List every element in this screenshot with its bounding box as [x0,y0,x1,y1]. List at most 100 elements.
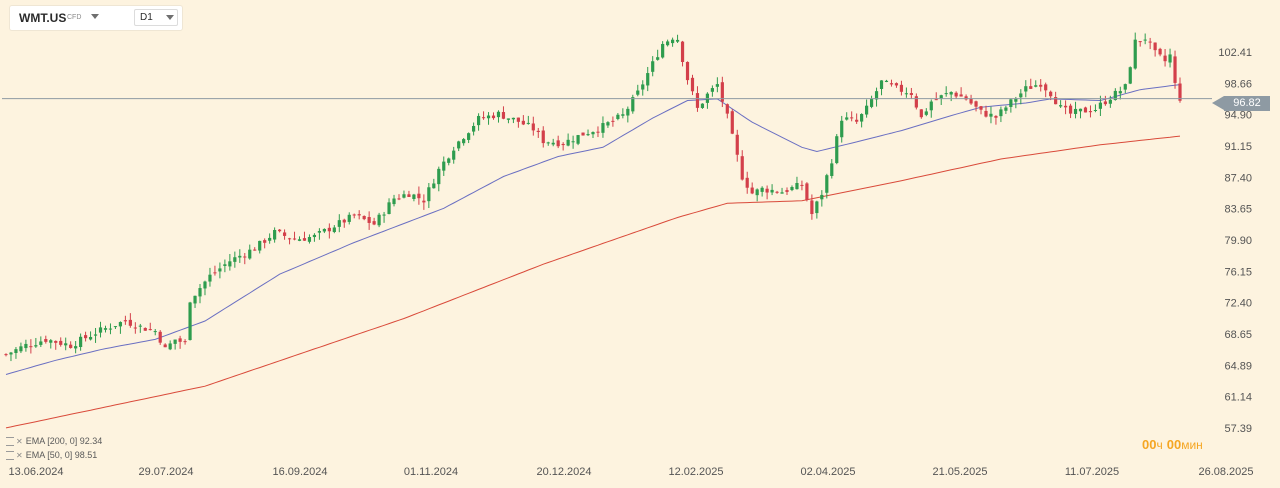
candle-bullish [1123,84,1127,90]
candle-bullish [188,302,192,341]
candle-bearish [516,117,520,122]
candle-bearish [765,188,769,193]
price-tick-label: 91.15 [1224,141,1252,153]
candle-bullish [193,295,197,304]
candle-bullish [74,346,78,349]
candle-bullish [24,343,28,349]
candle-bullish [879,80,884,89]
current-price-pointer [1212,96,1224,110]
candle-bullish [606,122,610,126]
candle-bullish [49,340,53,343]
candle-bullish [591,132,595,135]
price-tick-label: 102.41 [1218,47,1252,59]
date-tick-label: 20.12.2024 [536,466,591,478]
candle-bullish [576,135,580,144]
symbol-toolbar: WMT.US CFD D1 [10,6,182,30]
candle-bullish [1019,93,1023,98]
timeframe-select[interactable]: D1 [134,9,178,26]
candle-bearish [979,106,983,110]
candle-bearish [1103,101,1107,105]
chevron-down-icon[interactable] [91,14,99,19]
candle-bullish [845,117,849,120]
candle-bullish [377,214,381,226]
candle-bullish [233,257,237,262]
candle-bullish [307,237,312,242]
candle-bearish [417,193,421,199]
candle-bearish [556,140,560,147]
candle-bullish [840,120,844,138]
candle-bearish [1054,97,1058,105]
candle-bullish [476,115,481,126]
candle-bearish [1148,41,1152,43]
candle-bearish [974,101,978,107]
price-tick-label: 98.66 [1224,78,1252,90]
candle-bearish [1044,84,1048,91]
candle-bullish [869,99,874,107]
candle-bearish [994,115,998,118]
candle-bullish [223,264,227,266]
candle-bearish [611,120,615,122]
candle-bullish [631,97,635,112]
candle-bullish [1108,99,1112,104]
candle-bullish [402,194,406,198]
candle-bearish [1163,55,1167,62]
indicator-legend-ema50[interactable]: ✕ EMA [50, 0] 98.51 [6,450,97,461]
candle-bearish [29,346,33,348]
candle-bullish [820,194,824,200]
candle-bullish [462,139,466,144]
close-icon[interactable]: ✕ [16,437,23,446]
candle-bullish [770,189,774,193]
candle-bearish [83,335,88,339]
candle-bullish [641,84,645,90]
candle-bullish [312,234,317,238]
indicator-settings-icon[interactable] [6,451,14,461]
candle-bullish [666,41,670,46]
close-icon[interactable]: ✕ [16,451,23,460]
candle-bullish [830,163,834,176]
candle-bullish [1004,107,1008,111]
candle-bullish [198,288,202,297]
date-tick-label: 12.02.2025 [668,466,723,478]
chevron-down-icon[interactable] [166,15,174,20]
candle-bullish [989,113,993,117]
candle-bearish [1153,42,1157,51]
candle-bullish [999,109,1003,117]
indicator-legend-ema200[interactable]: ✕ EMA [200, 0] 92.34 [6,436,102,447]
candle-bullish [1128,67,1132,84]
date-tick-label: 13.06.2024 [8,466,63,478]
candle-bearish [690,77,695,92]
candle-bullish [203,281,207,289]
candle-bearish [1029,86,1033,89]
candle-bearish [123,320,127,322]
ema-lines [5,84,1181,429]
candle-timer: 00ч 00мин [1142,437,1207,452]
candle-bullish [874,91,879,100]
candle-bearish [357,214,361,216]
candle-bullish [208,274,212,282]
candle-bullish [39,341,43,345]
candle-bearish [740,156,744,180]
candle-bullish [651,61,655,72]
indicator-settings-icon[interactable] [6,437,14,447]
candle-bearish [44,339,48,342]
candle-bullish [710,88,714,92]
candle-bearish [909,93,913,95]
price-axis[interactable]: 102.41 98.66 94.90 91.15 87.40 83.65 79.90 76.1… [1218,47,1252,435]
symbol-label[interactable]: WMT.US [19,11,67,25]
candle-bearish [422,200,426,203]
candle-bullish [506,118,511,120]
candle-bearish [183,341,187,343]
candle-bullish [656,57,660,60]
candle-bullish [472,125,476,132]
candle-bearish [919,109,923,118]
time-axis[interactable]: 13.06.2024 29.07.2024 16.09.2024 01.11.2024… [8,466,1253,478]
date-tick-label: 26.08.2025 [1198,466,1253,478]
candle-bearish [292,238,297,240]
candle-bullish [815,201,819,214]
price-tick-label: 79.90 [1224,235,1252,247]
timer-minutes-unit: мин [1181,438,1203,452]
candle-bearish [1068,105,1073,114]
candle-bullish [173,339,177,344]
